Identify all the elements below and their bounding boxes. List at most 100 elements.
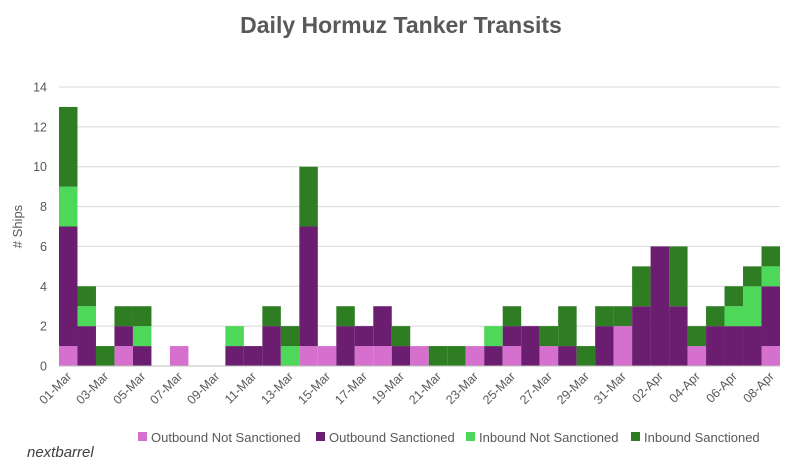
legend-label: Inbound Sanctioned <box>644 430 760 445</box>
y-tick-label: 2 <box>40 320 47 334</box>
bar-segment <box>521 326 540 366</box>
bar-segment <box>687 346 707 366</box>
watermark-text: nextbarrel <box>27 444 94 461</box>
bar-segment <box>484 346 503 366</box>
bar-segment <box>502 326 522 347</box>
bar-segment <box>132 346 152 366</box>
bar-segment <box>724 306 744 327</box>
legend-swatch <box>138 432 147 441</box>
bar-segment <box>225 326 244 347</box>
bar-segment <box>114 326 133 347</box>
bar-segment <box>77 326 96 366</box>
bar-segment <box>354 346 374 366</box>
bar-segment <box>243 346 263 366</box>
legend-swatch <box>316 432 325 441</box>
y-axis-title: # Ships <box>10 204 25 248</box>
bar-segment <box>632 306 651 366</box>
bar-segment <box>743 286 762 327</box>
x-tick-label: 07-Mar <box>147 369 185 407</box>
bar-segment <box>687 326 707 347</box>
bar-segment <box>724 326 744 366</box>
legend-swatch <box>466 432 475 441</box>
bar-segment <box>539 346 559 366</box>
y-tick-label: 10 <box>33 160 47 174</box>
bar-segment <box>280 326 300 347</box>
y-tick-label: 14 <box>33 81 47 95</box>
x-tick-label: 05-Mar <box>110 369 148 407</box>
bar-segment <box>59 186 78 227</box>
bar-segment <box>743 266 762 287</box>
bar-segment <box>558 346 577 366</box>
bar-segment <box>132 326 152 347</box>
bar-segment <box>706 326 725 366</box>
gridlines <box>59 86 780 327</box>
bar-segment <box>373 346 392 366</box>
bar-segment <box>132 306 152 327</box>
x-tick-label: 17-Mar <box>332 369 370 407</box>
bar-segment <box>669 306 688 366</box>
bar-segment <box>114 306 133 327</box>
x-tick-label: 04-Apr <box>666 369 702 405</box>
bar-segment <box>761 266 780 287</box>
x-tick-label: 13-Mar <box>258 369 296 407</box>
bar-segment <box>317 346 337 366</box>
bar-segment <box>59 346 78 366</box>
x-tick-label: 19-Mar <box>369 369 407 407</box>
bar-segment <box>299 226 318 347</box>
bars <box>59 106 780 366</box>
y-tick-label: 0 <box>40 360 47 374</box>
x-tick-label: 23-Mar <box>443 369 481 407</box>
bar-segment <box>576 346 596 366</box>
bar-segment <box>539 326 559 347</box>
bar-segment <box>225 346 244 366</box>
bar-segment <box>502 346 522 366</box>
y-tick-label: 8 <box>40 200 47 214</box>
bar-segment <box>761 346 780 366</box>
bar-segment <box>558 306 577 347</box>
legend-label: Inbound Not Sanctioned <box>479 430 619 445</box>
bar-segment <box>484 326 503 347</box>
x-tick-label: 02-Apr <box>630 369 666 405</box>
bar-segment <box>59 226 78 347</box>
legend-swatch <box>631 432 640 441</box>
y-tick-label: 6 <box>40 240 47 254</box>
bar-segment <box>77 306 96 327</box>
bar-segment <box>114 346 133 366</box>
bar-segment <box>262 306 281 327</box>
x-tick-label: 31-Mar <box>591 369 629 407</box>
bar-segment <box>761 286 780 347</box>
bar-segment <box>391 326 411 347</box>
x-tick-label: 08-Apr <box>740 369 776 405</box>
bar-segment <box>336 326 355 366</box>
bar-segment <box>262 326 281 366</box>
x-tick-label: 29-Mar <box>554 369 592 407</box>
bar-segment <box>502 306 522 327</box>
y-tick-label: 12 <box>33 120 47 134</box>
x-tick-label: 15-Mar <box>295 369 333 407</box>
bar-segment <box>428 346 448 366</box>
x-tick-label: 06-Apr <box>703 369 739 405</box>
bar-segment <box>410 346 429 366</box>
bar-segment <box>632 266 651 307</box>
x-tick-label: 09-Mar <box>184 369 222 407</box>
x-tick-label: 03-Mar <box>73 369 111 407</box>
x-tick-label: 21-Mar <box>406 369 444 407</box>
bar-segment <box>465 346 485 366</box>
bar-segment <box>59 106 78 187</box>
bar-segment <box>706 306 725 327</box>
bar-segment <box>95 346 115 366</box>
bar-segment <box>169 346 189 366</box>
bar-segment <box>761 246 780 267</box>
bar-segment <box>354 326 374 347</box>
x-tick-label: 01-Mar <box>36 369 74 407</box>
bar-segment <box>724 286 744 307</box>
x-tick-label: 27-Mar <box>517 369 555 407</box>
bar-segment <box>447 346 466 366</box>
chart-title: Daily Hormuz Tanker Transits <box>240 12 562 38</box>
bar-segment <box>595 326 614 366</box>
bar-segment <box>743 326 762 366</box>
bar-segment <box>77 286 96 307</box>
bar-segment <box>299 166 318 227</box>
bar-segment <box>373 306 392 347</box>
